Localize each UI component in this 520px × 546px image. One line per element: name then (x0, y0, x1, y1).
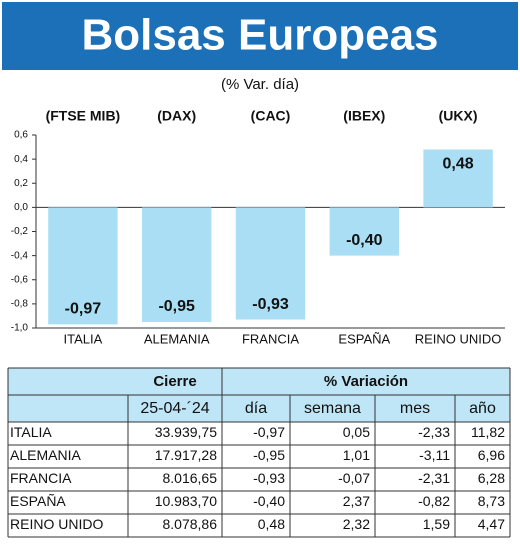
x-tick-label: ESPAÑA (338, 331, 390, 346)
chart-subtitle: (% Var. día) (221, 76, 299, 93)
y-tick-label: 0,0 (14, 202, 28, 213)
table-cell: 0,48 (258, 516, 285, 532)
y-tick-label: -0,8 (11, 299, 29, 310)
table-subheader: año (469, 400, 496, 417)
x-tick-label: REINO UNIDO (415, 331, 502, 346)
y-tick-label: -0,2 (11, 226, 29, 237)
table-cell: 6,28 (478, 470, 505, 486)
title-bar (2, 2, 518, 70)
y-tick-label: -0,4 (11, 250, 29, 261)
table-cell: 1,59 (423, 516, 450, 532)
row-name: ALEMANIA (10, 447, 81, 463)
table-cell: 10.983,70 (155, 493, 217, 509)
index-label: (FTSE MIB) (46, 108, 121, 124)
table-subheader: semana (304, 400, 361, 417)
x-tick-label: ALEMANIA (144, 331, 210, 346)
table-cell: -2,33 (418, 424, 450, 440)
table-cell: -0,97 (253, 424, 285, 440)
table-cell: 8,73 (478, 493, 505, 509)
x-tick-label: ITALIA (64, 331, 103, 346)
bar (141, 207, 212, 322)
value-label: 0,48 (443, 156, 474, 173)
table-cell: -0,07 (338, 470, 370, 486)
bar (48, 207, 118, 325)
table-cell: -3,11 (419, 447, 450, 463)
value-label: -0,40 (346, 232, 383, 249)
table-cell: 6,96 (478, 447, 505, 463)
y-tick-label: 0,6 (14, 130, 28, 141)
index-label: (CAC) (251, 108, 291, 124)
chart-title: Bolsas Europeas (81, 11, 438, 60)
row-name: ITALIA (10, 424, 52, 440)
value-label: -0,95 (158, 298, 195, 315)
table-cell: 11,82 (471, 424, 505, 440)
row-name: ESPAÑA (10, 493, 66, 509)
table-header: Cierre (153, 373, 196, 390)
index-label: (UKX) (439, 108, 478, 124)
table-cell: 17.917,28 (155, 447, 217, 463)
table-subheader: mes (400, 400, 430, 417)
value-label: -0,93 (252, 296, 289, 313)
row-name: FRANCIA (10, 470, 72, 486)
table-subheader: 25-04-´24 (140, 400, 209, 417)
x-tick-label: FRANCIA (242, 331, 299, 346)
table-subheader: día (245, 400, 267, 417)
y-tick-label: 0,4 (14, 154, 28, 165)
index-label: (DAX) (157, 108, 196, 124)
row-name: REINO UNIDO (10, 516, 103, 532)
table-cell: 8.078,86 (163, 516, 218, 532)
table-cell: 2,37 (343, 493, 370, 509)
table-cell: -0,40 (253, 493, 285, 509)
table-cell: -0,82 (418, 493, 450, 509)
table-cell: -0,93 (253, 470, 285, 486)
table-cell: 4,47 (478, 516, 505, 532)
table-cell: 0,05 (343, 424, 370, 440)
bar (423, 149, 493, 208)
table-cell: -0,95 (253, 447, 285, 463)
bar (235, 207, 306, 320)
table-cell: -2,31 (418, 470, 450, 486)
y-tick-label: -0,6 (11, 274, 29, 285)
y-tick-label: 0,2 (14, 178, 28, 189)
table-cell: 33.939,75 (155, 424, 217, 440)
table-cell: 8.016,65 (163, 470, 218, 486)
y-tick-label: -1,0 (11, 323, 29, 334)
index-label: (IBEX) (343, 108, 385, 124)
table-cell: 2,32 (343, 516, 370, 532)
table-header: % Variación (324, 373, 408, 390)
table-cell: 1,01 (343, 447, 370, 463)
value-label: -0,97 (65, 301, 102, 318)
bar (329, 207, 400, 256)
